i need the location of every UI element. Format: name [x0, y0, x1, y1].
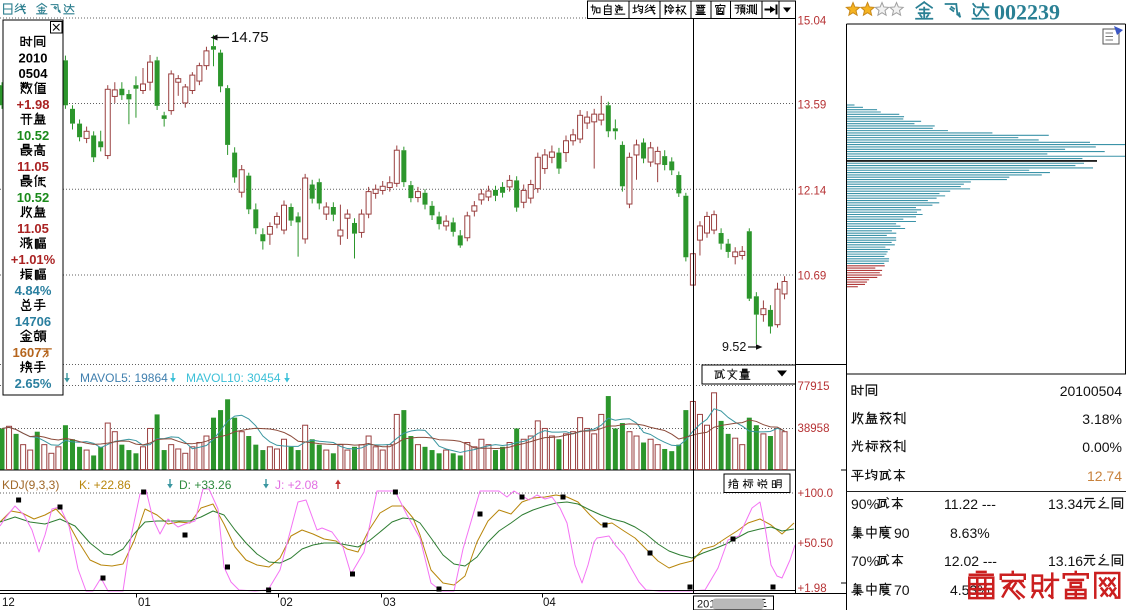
svg-text:70: 70 — [894, 582, 910, 598]
svg-text:01: 01 — [138, 597, 151, 609]
svg-text:12.14: 12.14 — [798, 186, 827, 198]
svg-text:13.34: 13.34 — [1048, 496, 1083, 512]
svg-text:+100.0: +100.0 — [798, 488, 834, 500]
svg-text:D: +33.26: D: +33.26 — [179, 478, 232, 492]
svg-text:13.16: 13.16 — [1048, 553, 1083, 569]
svg-text:J: +2.08: J: +2.08 — [275, 478, 318, 492]
svg-text:1607: 1607 — [13, 345, 42, 360]
svg-text:02: 02 — [280, 597, 293, 609]
svg-text:20100504: 20100504 — [1060, 383, 1123, 399]
svg-text:15.04: 15.04 — [798, 16, 827, 28]
svg-text:2010: 2010 — [19, 51, 48, 66]
svg-text:11.05: 11.05 — [17, 159, 49, 174]
svg-text:10.52: 10.52 — [17, 128, 50, 143]
svg-text:9.52: 9.52 — [722, 340, 746, 354]
svg-text:14.75: 14.75 — [231, 29, 269, 46]
svg-text:90: 90 — [894, 525, 910, 541]
svg-text:+1.98: +1.98 — [798, 583, 827, 595]
svg-text:+50.50: +50.50 — [798, 538, 834, 550]
svg-text:0504: 0504 — [19, 66, 49, 81]
svg-text:3.18%: 3.18% — [1082, 411, 1122, 427]
svg-text:38958: 38958 — [798, 423, 830, 435]
svg-text:002239: 002239 — [994, 0, 1060, 25]
svg-text:14706: 14706 — [15, 314, 51, 329]
svg-text:+1.01%: +1.01% — [11, 252, 56, 267]
svg-text:10.52: 10.52 — [17, 190, 50, 205]
svg-text:K: +22.86: K: +22.86 — [79, 478, 131, 492]
svg-text:10.69: 10.69 — [798, 271, 827, 283]
svg-text:2.65%: 2.65% — [15, 376, 52, 391]
svg-text:MAVOL5: 19864: MAVOL5: 19864 — [80, 371, 168, 385]
svg-text:70%: 70% — [851, 553, 879, 569]
svg-text:04: 04 — [543, 597, 556, 609]
svg-text:12: 12 — [2, 597, 15, 609]
svg-text:13.59: 13.59 — [798, 100, 827, 112]
svg-text:03: 03 — [383, 597, 396, 609]
svg-text:11.22 ---: 11.22 --- — [944, 496, 996, 512]
svg-text:77915: 77915 — [798, 381, 830, 393]
svg-text:8.63%: 8.63% — [950, 525, 990, 541]
svg-text:MAVOL10: 30454: MAVOL10: 30454 — [186, 371, 281, 385]
svg-text:0.00%: 0.00% — [1082, 439, 1122, 455]
svg-text:90%: 90% — [851, 496, 879, 512]
svg-text:12.02 ---: 12.02 --- — [944, 553, 997, 569]
svg-text:11.05: 11.05 — [17, 221, 49, 236]
svg-text:12.74: 12.74 — [1087, 468, 1122, 484]
svg-text:+1.98: +1.98 — [17, 97, 50, 112]
svg-text:KDJ(9,3,3): KDJ(9,3,3) — [2, 478, 59, 492]
svg-text:4.84%: 4.84% — [15, 283, 52, 298]
